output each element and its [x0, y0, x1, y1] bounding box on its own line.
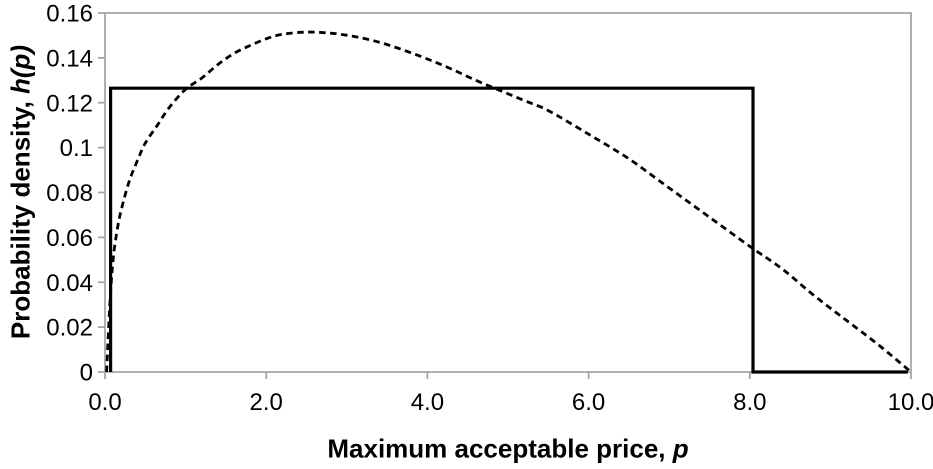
- y-tick-label: 0.08: [46, 180, 93, 207]
- y-tick-label: 0.1: [60, 135, 93, 162]
- x-axis-title-text: Maximum acceptable price,: [327, 433, 673, 464]
- x-tick-label: 10.0: [888, 389, 933, 416]
- x-tick-label: 8.0: [733, 389, 766, 416]
- y-tick-label: 0.04: [46, 270, 93, 297]
- y-axis-title-math: h(p): [5, 44, 36, 94]
- x-tick-label: 6.0: [572, 389, 605, 416]
- y-tick-label: 0: [80, 360, 93, 387]
- x-tick-label: 4.0: [411, 389, 444, 416]
- x-tick-label: 2.0: [250, 389, 283, 416]
- y-tick-label: 0.02: [46, 315, 93, 342]
- dashed-density-curve: [105, 30, 912, 374]
- x-axis-title-math: p: [672, 433, 689, 464]
- y-axis-title: Probability density, h(p): [6, 45, 37, 339]
- y-tick-label: 0.14: [46, 45, 93, 72]
- y-tick-label: 0.12: [46, 90, 93, 117]
- y-tick-label: 0.06: [46, 225, 93, 252]
- x-tick-label: 0.0: [88, 389, 121, 416]
- x-axis-title: Maximum acceptable price, p: [327, 434, 688, 465]
- y-tick-label: 0.16: [46, 1, 93, 28]
- plot-border: [104, 12, 912, 373]
- uniform-density-line: [109, 86, 908, 374]
- y-axis-title-text: Probability density,: [5, 93, 36, 340]
